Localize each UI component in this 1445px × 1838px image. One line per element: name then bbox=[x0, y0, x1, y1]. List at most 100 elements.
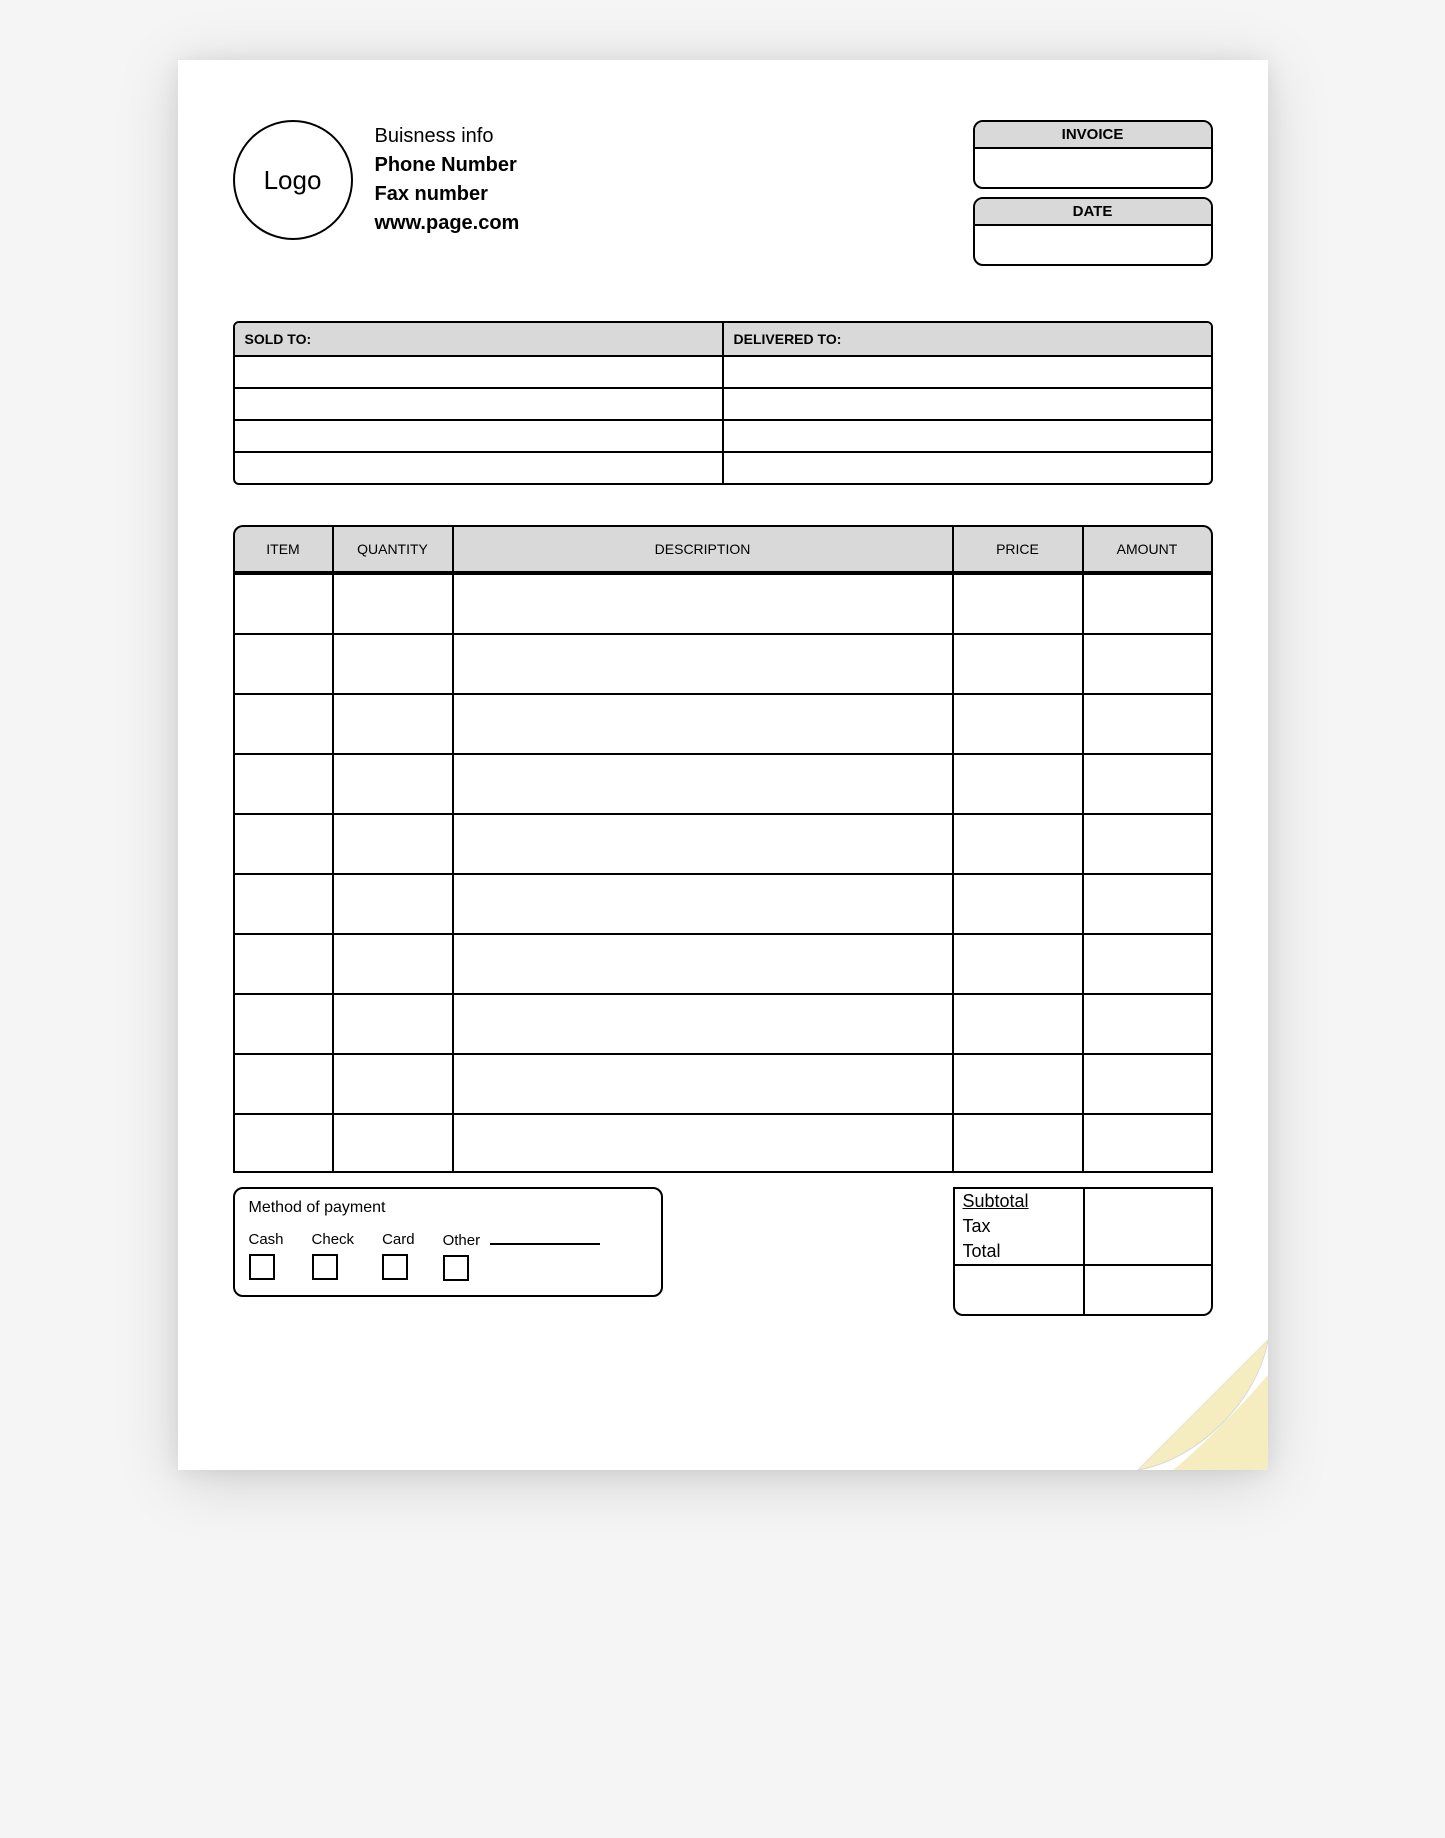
address-row bbox=[235, 453, 1211, 483]
cell-item[interactable] bbox=[233, 633, 333, 693]
footer: Method of payment Cash Check Card Other bbox=[233, 1187, 1213, 1316]
invoice-box: INVOICE bbox=[973, 120, 1213, 189]
cell-item[interactable] bbox=[233, 873, 333, 933]
date-value[interactable] bbox=[975, 226, 1211, 264]
cell-desc[interactable] bbox=[453, 573, 953, 633]
checkbox-card[interactable] bbox=[382, 1254, 408, 1280]
business-info-line: Buisness info bbox=[375, 122, 520, 151]
logo-text: Logo bbox=[264, 165, 322, 196]
item-row bbox=[233, 1113, 1213, 1173]
cell-amount[interactable] bbox=[1083, 1113, 1213, 1173]
tax-value[interactable] bbox=[1085, 1214, 1211, 1239]
cell-qty[interactable] bbox=[333, 573, 453, 633]
payment-option-label: Other bbox=[443, 1231, 601, 1249]
cell-qty[interactable] bbox=[333, 993, 453, 1053]
checkbox-check[interactable] bbox=[312, 1254, 338, 1280]
fax-label: Fax number bbox=[375, 180, 520, 209]
cell-price[interactable] bbox=[953, 1113, 1083, 1173]
cell-desc[interactable] bbox=[453, 1113, 953, 1173]
cell-desc[interactable] bbox=[453, 873, 953, 933]
cell-desc[interactable] bbox=[453, 813, 953, 873]
item-row bbox=[233, 813, 1213, 873]
cell-price[interactable] bbox=[953, 633, 1083, 693]
cell-amount[interactable] bbox=[1083, 753, 1213, 813]
subtotal-label: Subtotal bbox=[955, 1189, 1085, 1214]
phone-label: Phone Number bbox=[375, 151, 520, 180]
subtotal-value[interactable] bbox=[1085, 1189, 1211, 1214]
cell-amount[interactable] bbox=[1083, 633, 1213, 693]
invoice-value[interactable] bbox=[975, 149, 1211, 187]
items-table: ITEM QUANTITY DESCRIPTION PRICE AMOUNT bbox=[233, 525, 1213, 1173]
cell-item[interactable] bbox=[233, 573, 333, 633]
cell-amount[interactable] bbox=[1083, 993, 1213, 1053]
cell-amount[interactable] bbox=[1083, 1053, 1213, 1113]
cell-item[interactable] bbox=[233, 1113, 333, 1173]
delivered-to-cell[interactable] bbox=[724, 421, 1211, 451]
col-description: DESCRIPTION bbox=[453, 525, 953, 573]
cell-price[interactable] bbox=[953, 813, 1083, 873]
cell-desc[interactable] bbox=[453, 1053, 953, 1113]
total-value[interactable] bbox=[1085, 1239, 1211, 1264]
cell-amount[interactable] bbox=[1083, 933, 1213, 993]
col-price: PRICE bbox=[953, 525, 1083, 573]
item-row bbox=[233, 933, 1213, 993]
item-row bbox=[233, 573, 1213, 633]
cell-price[interactable] bbox=[953, 693, 1083, 753]
sold-to-cell[interactable] bbox=[235, 389, 724, 419]
sold-to-cell[interactable] bbox=[235, 421, 724, 451]
cell-desc[interactable] bbox=[453, 753, 953, 813]
col-quantity: QUANTITY bbox=[333, 525, 453, 573]
cell-desc[interactable] bbox=[453, 633, 953, 693]
cell-qty[interactable] bbox=[333, 1053, 453, 1113]
cell-qty[interactable] bbox=[333, 1113, 453, 1173]
item-row bbox=[233, 993, 1213, 1053]
cell-price[interactable] bbox=[953, 1053, 1083, 1113]
delivered-to-cell[interactable] bbox=[724, 357, 1211, 387]
cell-price[interactable] bbox=[953, 993, 1083, 1053]
delivered-to-cell[interactable] bbox=[724, 453, 1211, 483]
cell-item[interactable] bbox=[233, 1053, 333, 1113]
date-label: DATE bbox=[975, 199, 1211, 226]
payment-option-cash: Cash bbox=[249, 1231, 284, 1280]
item-row bbox=[233, 1053, 1213, 1113]
cell-item[interactable] bbox=[233, 693, 333, 753]
cell-qty[interactable] bbox=[333, 753, 453, 813]
cell-amount[interactable] bbox=[1083, 873, 1213, 933]
cell-desc[interactable] bbox=[453, 933, 953, 993]
cell-desc[interactable] bbox=[453, 693, 953, 753]
cell-qty[interactable] bbox=[333, 633, 453, 693]
sold-to-cell[interactable] bbox=[235, 357, 724, 387]
cell-desc[interactable] bbox=[453, 993, 953, 1053]
checkbox-cash[interactable] bbox=[249, 1254, 275, 1280]
payment-option-label: Card bbox=[382, 1231, 415, 1248]
cell-qty[interactable] bbox=[333, 813, 453, 873]
totals-blank-left[interactable] bbox=[955, 1266, 1085, 1314]
sold-to-cell[interactable] bbox=[235, 453, 724, 483]
item-row bbox=[233, 873, 1213, 933]
checkbox-other[interactable] bbox=[443, 1255, 469, 1281]
items-header-row: ITEM QUANTITY DESCRIPTION PRICE AMOUNT bbox=[233, 525, 1213, 573]
cell-item[interactable] bbox=[233, 813, 333, 873]
cell-qty[interactable] bbox=[333, 873, 453, 933]
totals-box: Subtotal Tax Total bbox=[953, 1187, 1213, 1316]
cell-qty[interactable] bbox=[333, 933, 453, 993]
payment-other-text: Other bbox=[443, 1232, 481, 1249]
payment-other-line[interactable] bbox=[490, 1231, 600, 1245]
address-block: SOLD TO: DELIVERED TO: bbox=[233, 321, 1213, 485]
delivered-to-label: DELIVERED TO: bbox=[724, 323, 1211, 355]
cell-price[interactable] bbox=[953, 753, 1083, 813]
cell-price[interactable] bbox=[953, 573, 1083, 633]
cell-amount[interactable] bbox=[1083, 813, 1213, 873]
cell-qty[interactable] bbox=[333, 693, 453, 753]
sold-to-label: SOLD TO: bbox=[235, 323, 724, 355]
cell-item[interactable] bbox=[233, 993, 333, 1053]
payment-option-other: Other bbox=[443, 1231, 601, 1281]
delivered-to-cell[interactable] bbox=[724, 389, 1211, 419]
address-row bbox=[235, 357, 1211, 389]
cell-amount[interactable] bbox=[1083, 693, 1213, 753]
cell-price[interactable] bbox=[953, 933, 1083, 993]
cell-item[interactable] bbox=[233, 753, 333, 813]
cell-price[interactable] bbox=[953, 873, 1083, 933]
cell-amount[interactable] bbox=[1083, 573, 1213, 633]
cell-item[interactable] bbox=[233, 933, 333, 993]
